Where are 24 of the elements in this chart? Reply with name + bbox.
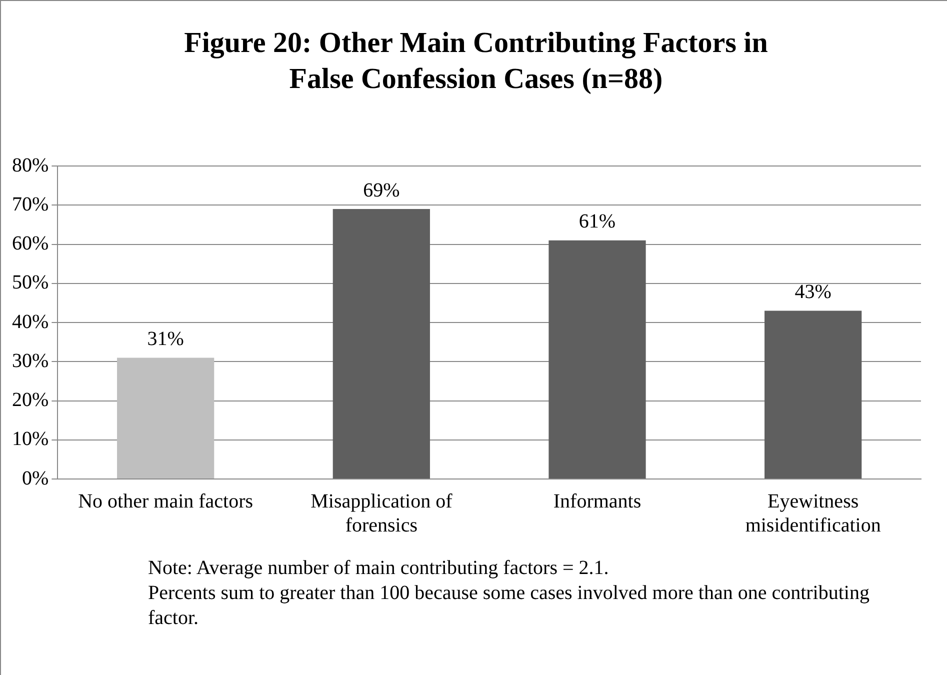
bar (764, 310, 862, 478)
y-tick-label: 40% (12, 310, 49, 333)
bar (332, 209, 430, 478)
data-label: 69% (363, 179, 400, 202)
data-label: 61% (578, 210, 616, 233)
y-tick-label: 70% (12, 193, 49, 216)
y-tick-label: 60% (12, 232, 49, 254)
x-tick-label: Misapplication of forensics (310, 490, 453, 536)
y-tick-label: 0% (22, 467, 49, 490)
bar (117, 358, 214, 478)
y-tick-label: 80% (12, 154, 49, 176)
y-tick-label: 50% (12, 272, 49, 294)
bar (548, 240, 646, 478)
chart-title: Figure 20: Other Main Contributing Factors in False Confession Cases (n=88) (183, 26, 769, 97)
text: Percents sum to greater than 100 because some cases involved more than one contributing factor. (148, 581, 870, 631)
y-tick-label: 10% (12, 428, 49, 450)
x-tick-label: No other main factors (78, 490, 254, 512)
x-tick-label: Informants (553, 490, 642, 512)
y-tick-label: 20% (12, 389, 49, 411)
text: Note: Average number of main contributing factors = 2.1. (148, 556, 610, 581)
data-label: 31% (147, 328, 184, 350)
y-tick-label: 30% (12, 350, 49, 372)
data-label: 43% (794, 281, 832, 304)
x-tick-label: Eyewitness misidentification (745, 490, 881, 536)
